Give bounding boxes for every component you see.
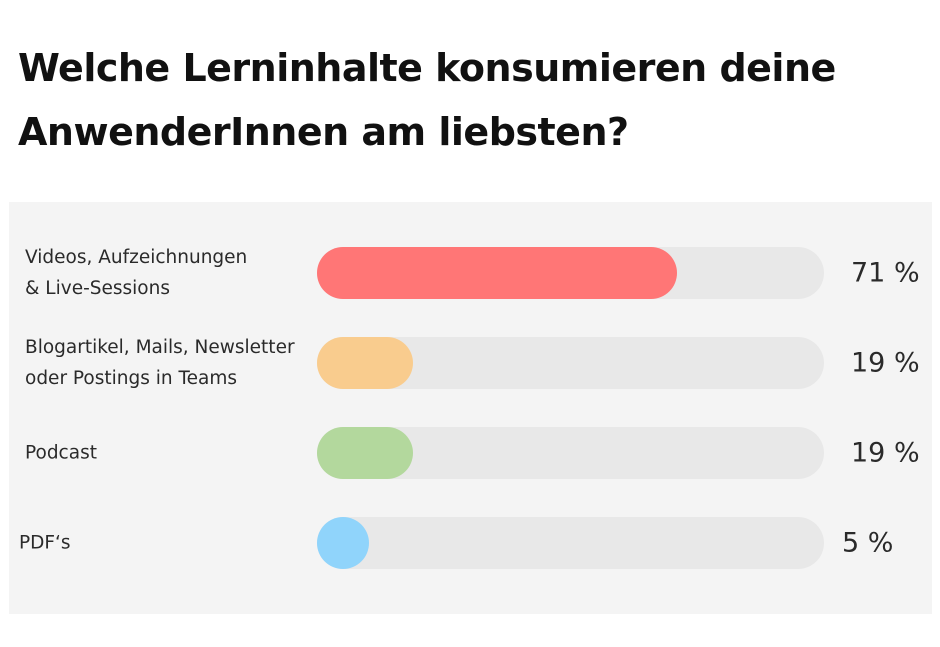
bar-fill-pdf xyxy=(317,517,369,569)
chart-title: Welche Lerninhalte konsumieren deine Anw… xyxy=(18,46,836,154)
bar-track-pdf xyxy=(317,517,824,569)
bar-fill-podcast xyxy=(317,427,414,479)
value-label-videos: 71 % xyxy=(851,257,920,289)
value-label-podcast: 19 % xyxy=(851,437,920,469)
value-label-pdf: 5 % xyxy=(842,527,894,559)
bar-track-blogartikel xyxy=(317,337,824,389)
bar-fill-videos xyxy=(317,247,677,299)
category-label-videos: Videos, Aufzeichnungen & Live-Sessions xyxy=(25,247,248,299)
bar-track-podcast xyxy=(317,427,824,479)
bar-row-pdf: PDF‘s 5 % xyxy=(9,517,932,569)
bar-row-blogartikel: Blogartikel, Mails, Newsletter oder Post… xyxy=(9,337,932,389)
bar-fill-blogartikel xyxy=(317,337,414,389)
category-label-blogartikel: Blogartikel, Mails, Newsletter oder Post… xyxy=(25,337,295,389)
value-label-blogartikel: 19 % xyxy=(851,347,920,379)
category-label-podcast: Podcast xyxy=(25,442,97,464)
category-label-pdf: PDF‘s xyxy=(19,532,71,554)
chart-panel: Videos, Aufzeichnungen & Live-Sessions 7… xyxy=(9,202,932,614)
bar-row-podcast: Podcast 19 % xyxy=(9,427,932,479)
bar-track-videos xyxy=(317,247,824,299)
bar-row-videos: Videos, Aufzeichnungen & Live-Sessions 7… xyxy=(9,247,932,299)
